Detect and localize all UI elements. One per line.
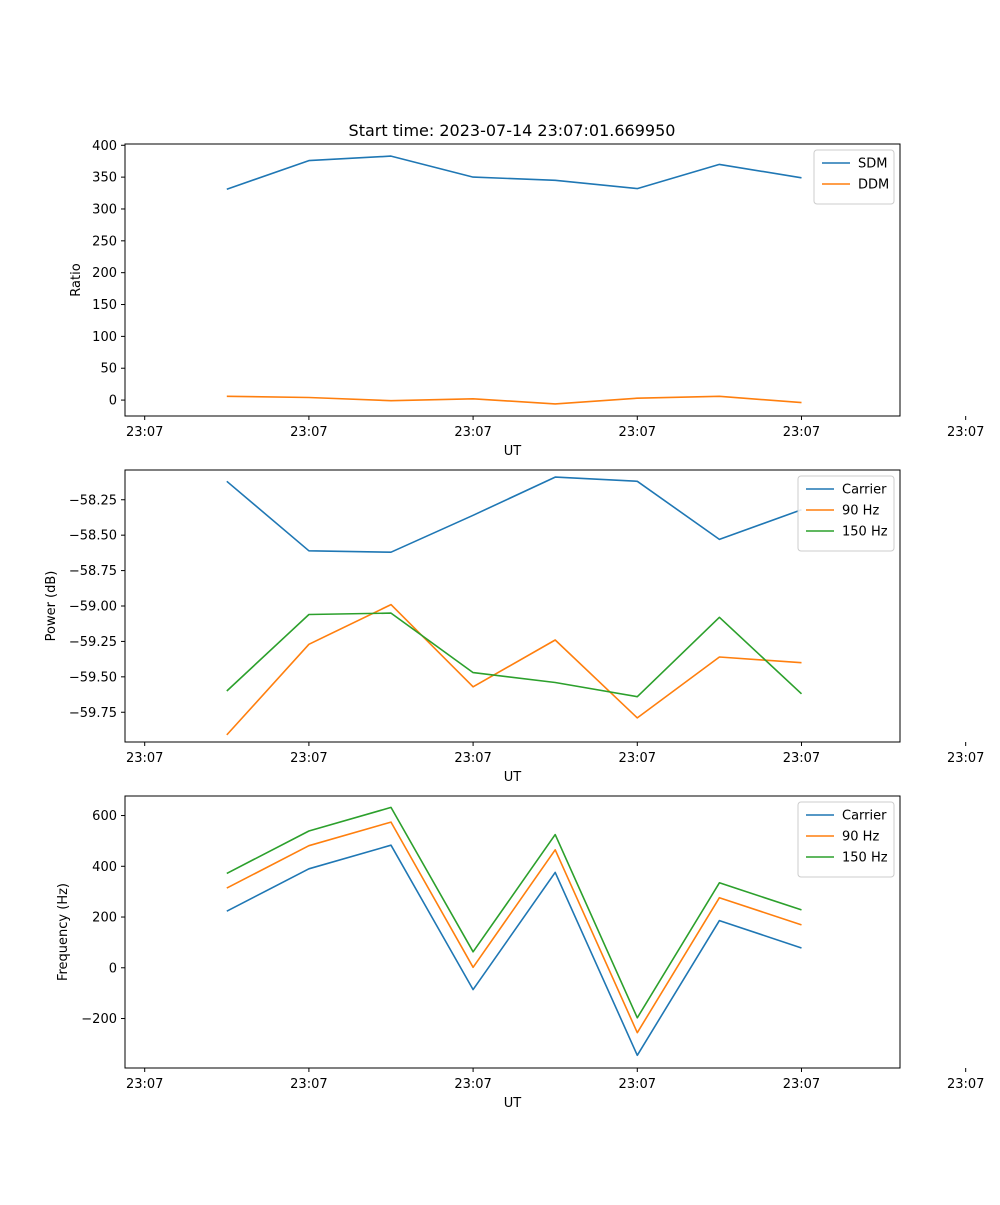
series-line-150-hz: [226, 806, 802, 1019]
y-tick-label: 600: [92, 809, 117, 824]
x-axis-label: UT: [504, 444, 522, 459]
x-tick-label: 23:07: [947, 425, 984, 440]
series-line-150-hz: [226, 612, 803, 698]
series-line-90-hz: [226, 821, 802, 1034]
series-line-carrier: [226, 476, 802, 554]
legend-label: 90 Hz: [842, 830, 879, 845]
x-tick-label: 23:07: [783, 751, 820, 766]
x-tick-label: 23:07: [454, 751, 491, 766]
y-tick-label: 400: [92, 139, 117, 154]
panel-1: 23:0723:0723:0723:0723:0723:0723:0805010…: [69, 139, 984, 459]
series-line-ddm: [226, 395, 802, 405]
x-axis-label: UT: [504, 1096, 522, 1111]
y-tick-label: −59.50: [69, 670, 117, 685]
series-line-90-hz: [226, 603, 802, 736]
legend-label: 150 Hz: [842, 851, 888, 866]
legend: SDM DDM: [813, 149, 895, 205]
legend-label: SDM: [858, 157, 887, 172]
x-tick-label: 23:07: [290, 1077, 327, 1092]
y-axis-label: Power (dB): [44, 571, 59, 642]
x-tick-label: 23:07: [619, 1077, 656, 1092]
legend-label: 150 Hz: [842, 525, 888, 540]
chart-title: Start time: 2023-07-14 23:07:01.669950: [349, 121, 676, 140]
y-tick-label: −58.25: [69, 493, 117, 508]
x-tick-label: 23:07: [783, 425, 820, 440]
y-axis-label: Frequency (Hz): [56, 883, 71, 981]
y-tick-label: 0: [109, 961, 117, 976]
series-line-carrier: [226, 844, 802, 1057]
legend: Carrier 90 Hz 150 Hz: [797, 475, 895, 552]
plot-frame: [124, 795, 901, 1069]
y-tick-label: 150: [92, 298, 117, 313]
legend-box: [797, 475, 895, 552]
y-tick-label: −58.50: [69, 529, 117, 544]
y-tick-label: 50: [100, 362, 117, 377]
x-tick-label: 23:07: [126, 1077, 163, 1092]
y-tick-label: −200: [81, 1012, 117, 1027]
x-tick-label: 23:07: [619, 425, 656, 440]
y-axis-label: Ratio: [69, 263, 84, 296]
x-tick-label: 23:07: [619, 751, 656, 766]
x-tick-label: 23:07: [290, 751, 327, 766]
y-tick-label: −59.00: [69, 600, 117, 615]
x-tick-label: 23:07: [783, 1077, 820, 1092]
panel-2: 23:0723:0723:0723:0723:0723:0723:08−59.7…: [44, 469, 984, 785]
y-tick-label: −59.25: [69, 635, 117, 650]
x-axis-label: UT: [504, 770, 522, 785]
y-tick-label: 350: [92, 171, 117, 186]
plot-frame: [124, 469, 901, 743]
y-tick-label: 400: [92, 860, 117, 875]
legend-label: DDM: [858, 178, 889, 193]
y-tick-label: 200: [92, 266, 117, 281]
y-tick-label: 100: [92, 330, 117, 345]
x-tick-label: 23:07: [454, 1077, 491, 1092]
legend-label: Carrier: [842, 483, 887, 498]
legend-label: 90 Hz: [842, 504, 879, 519]
y-tick-label: 250: [92, 234, 117, 249]
legend-label: Carrier: [842, 809, 887, 824]
y-tick-label: −58.75: [69, 564, 117, 579]
legend-box: [797, 801, 895, 878]
series-line-sdm: [226, 155, 802, 190]
x-tick-label: 23:07: [947, 1077, 984, 1092]
x-tick-label: 23:07: [454, 425, 491, 440]
x-tick-label: 23:07: [126, 425, 163, 440]
panel-3: 23:0723:0723:0723:0723:0723:0723:08−2000…: [56, 795, 984, 1111]
y-tick-label: 0: [109, 394, 117, 409]
plot-frame: [124, 143, 901, 417]
legend: Carrier 90 Hz 150 Hz: [797, 801, 895, 878]
y-tick-label: 300: [92, 202, 117, 217]
x-tick-label: 23:07: [290, 425, 327, 440]
y-tick-label: 200: [92, 911, 117, 926]
x-tick-label: 23:07: [126, 751, 163, 766]
y-tick-label: −59.75: [69, 706, 117, 721]
x-tick-label: 23:07: [947, 751, 984, 766]
